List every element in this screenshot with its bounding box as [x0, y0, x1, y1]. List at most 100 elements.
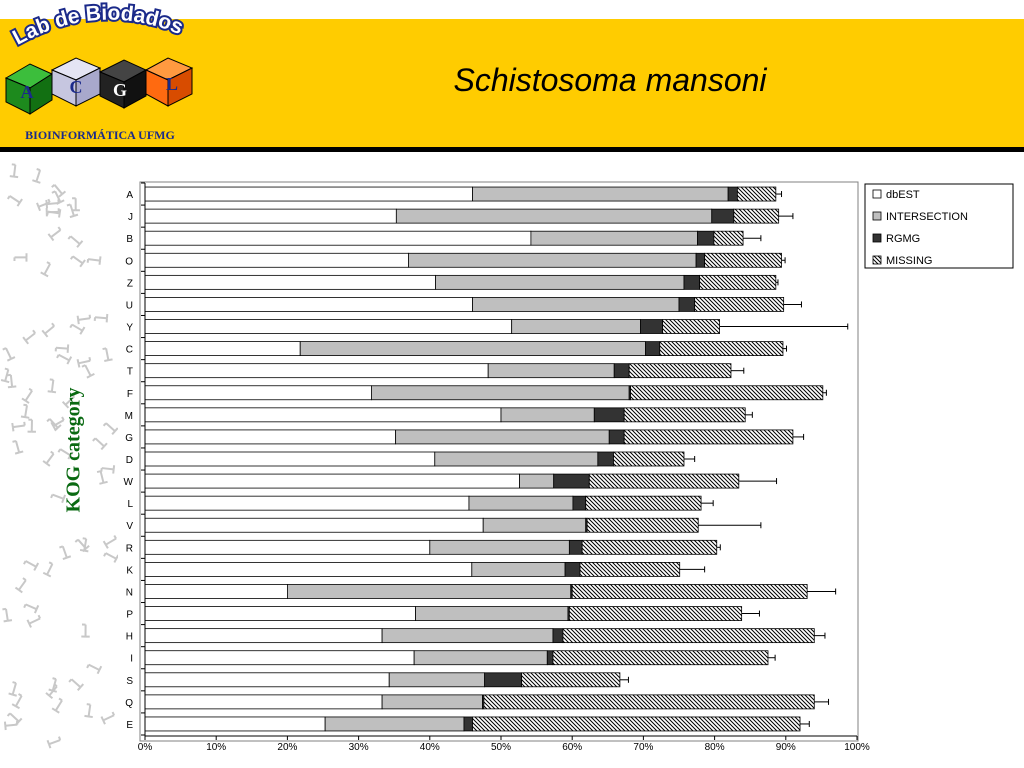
error-bar-U	[783, 301, 802, 308]
y-tick-label: D	[126, 455, 133, 466]
molecule-glyph	[61, 393, 76, 409]
y-tick-label: G	[125, 433, 133, 444]
molecule-glyph	[56, 353, 73, 365]
bar-T-missing	[628, 363, 732, 379]
bar-M-dbest	[144, 407, 502, 423]
error-bar-T	[730, 367, 745, 374]
y-tick-label: J	[128, 212, 133, 223]
legend-label-missing: MISSING	[886, 255, 932, 267]
y-tick-label: K	[126, 565, 133, 576]
bar-P-missing	[568, 606, 743, 621]
bar-B-rgmg	[697, 230, 715, 246]
svg-text:C: C	[70, 77, 83, 97]
bar-G-rgmg	[608, 429, 625, 445]
error-bar-M	[745, 411, 753, 418]
molecule-glyph	[96, 470, 108, 485]
error-bar-R	[716, 544, 721, 551]
bar-J-missing	[733, 208, 780, 224]
legend-swatch-missing	[872, 255, 882, 265]
molecule-glyph	[57, 448, 74, 460]
error-bar-D	[683, 456, 696, 462]
bar-H-intersection	[381, 628, 554, 644]
x-tick-label: 60%	[562, 742, 582, 753]
bar-G-intersection	[395, 429, 610, 445]
molecule-glyph	[11, 693, 23, 710]
bar-C-missing	[659, 341, 784, 357]
bar-L-intersection	[468, 495, 574, 511]
molecule-glyph	[100, 711, 115, 725]
bar-N-intersection	[286, 584, 572, 599]
svg-text:G: G	[113, 80, 127, 100]
legend-box	[864, 183, 1014, 269]
bar-F-dbest	[144, 385, 372, 401]
molecule-glyph	[23, 560, 40, 571]
bar-I-missing	[552, 650, 769, 666]
bar-F-intersection	[371, 385, 630, 401]
molecule-glyph	[69, 323, 86, 335]
molecule-glyph	[69, 255, 86, 268]
molecule-glyph	[51, 697, 63, 714]
y-tick-label: Y	[126, 323, 133, 334]
y-tick-label: E	[126, 720, 133, 731]
molecule-glyph	[93, 313, 109, 323]
y-tick-label: Z	[127, 278, 133, 289]
bar-O-intersection	[408, 252, 697, 268]
bar-Y-intersection	[511, 319, 641, 334]
bar-K-rgmg	[564, 561, 581, 577]
bar-U-dbest	[144, 297, 473, 312]
molecule-glyph	[100, 465, 116, 474]
bar-U-intersection	[472, 297, 680, 312]
bar-D-missing	[613, 451, 685, 467]
error-bar-S	[619, 676, 629, 683]
bar-L-dbest	[144, 495, 470, 511]
molecule-glyph	[86, 663, 103, 675]
bar-V-intersection	[482, 517, 587, 533]
error-bar-Y	[719, 323, 849, 330]
bar-W-dbest	[144, 473, 520, 489]
bar-B-intersection	[530, 230, 698, 246]
bar-A-intersection	[472, 186, 729, 202]
bar-H-dbest	[144, 628, 383, 644]
bar-O-missing	[704, 252, 782, 268]
bar-A-rgmg	[727, 186, 738, 202]
y-tick-label: P	[126, 610, 133, 621]
molecule-glyph	[103, 552, 118, 563]
bar-T-intersection	[487, 363, 615, 379]
bar-D-dbest	[144, 451, 436, 467]
bar-U-rgmg	[678, 297, 696, 312]
cube-l: L	[144, 57, 194, 107]
error-bar-C	[782, 345, 788, 352]
bar-W-rgmg	[553, 473, 590, 489]
bar-E-intersection	[324, 716, 465, 732]
y-tick-label: N	[126, 587, 133, 598]
y-axis-label: KOG category	[62, 387, 85, 513]
y-tick-label: M	[125, 411, 133, 422]
molecule-glyph	[6, 195, 23, 207]
error-bar-N	[807, 588, 837, 595]
molecule-glyph	[81, 364, 95, 379]
molecule-glyph	[21, 387, 33, 404]
y-tick-label: L	[127, 499, 133, 510]
bar-H-missing	[562, 628, 815, 644]
cube-c: C	[50, 57, 102, 107]
molecule-glyph	[46, 736, 62, 749]
bar-G-dbest	[144, 429, 397, 445]
bar-P-intersection	[415, 606, 569, 621]
page-title: Schistosoma mansoni	[453, 62, 767, 98]
molecule-pattern-decoration	[0, 163, 118, 749]
bar-A-dbest	[144, 186, 473, 202]
bar-Y-rgmg	[640, 319, 664, 334]
bar-Q-dbest	[144, 694, 383, 710]
bar-I-rgmg	[546, 650, 554, 666]
molecule-glyph	[67, 235, 84, 248]
bar-R-missing	[581, 539, 718, 555]
bar-J-rgmg	[711, 208, 735, 224]
legend-swatch-rgmg	[872, 233, 882, 243]
bar-A-missing	[736, 186, 777, 202]
bar-C-intersection	[299, 341, 646, 357]
bar-S-missing	[521, 672, 621, 688]
error-bar-E	[800, 720, 810, 727]
y-tick-label: C	[126, 345, 133, 356]
y-tick-label: S	[126, 676, 133, 687]
